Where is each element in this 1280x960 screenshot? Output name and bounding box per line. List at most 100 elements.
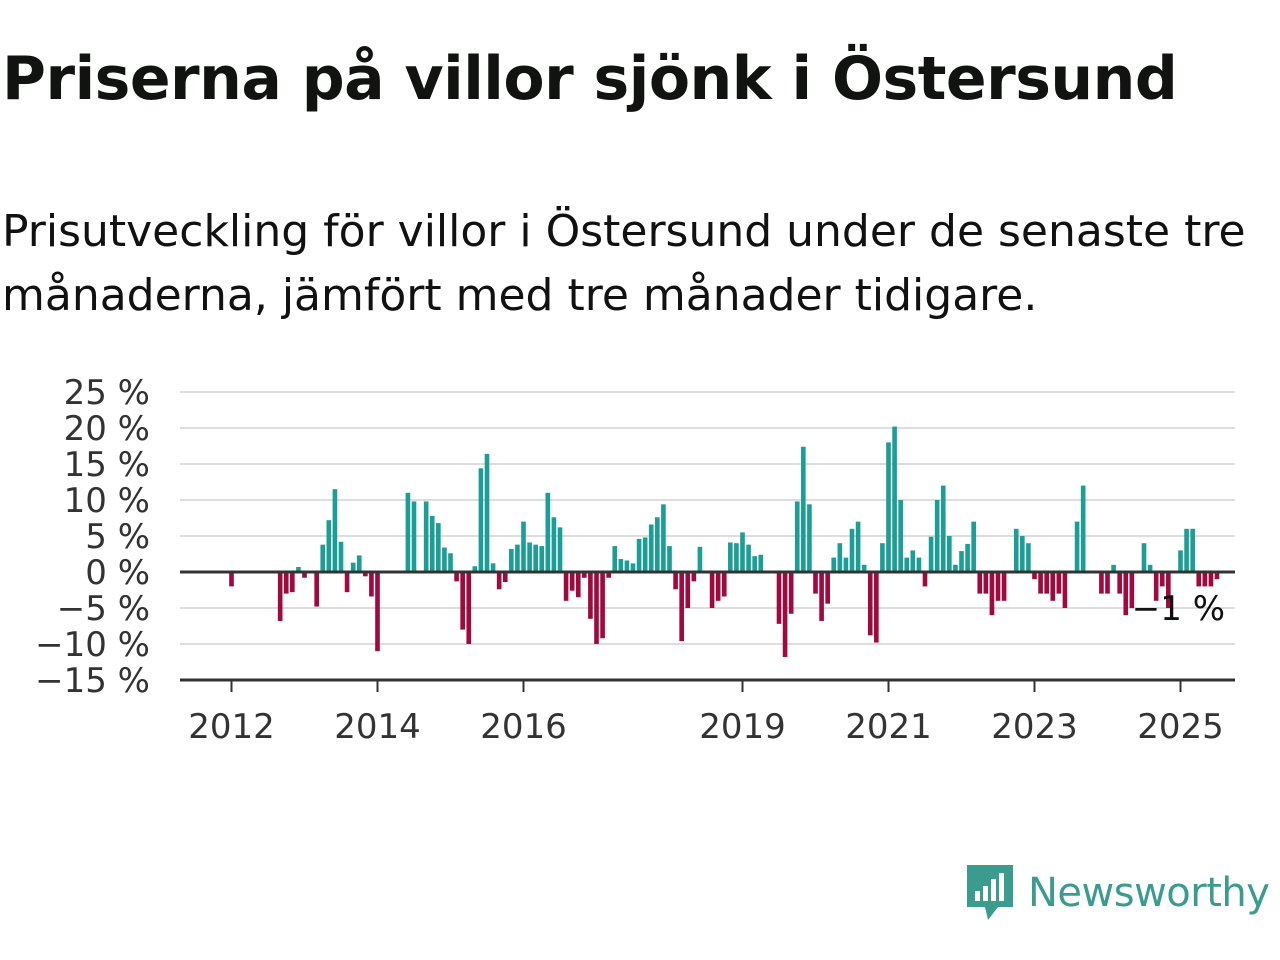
y-tick-label: 0 % bbox=[85, 553, 150, 593]
bar bbox=[423, 501, 429, 572]
bar bbox=[575, 572, 581, 598]
bar bbox=[1147, 564, 1153, 572]
bar bbox=[776, 572, 782, 624]
bar bbox=[667, 546, 672, 572]
bar bbox=[855, 521, 861, 572]
bar bbox=[320, 544, 326, 572]
x-tick-label: 2019 bbox=[699, 707, 786, 747]
bar bbox=[448, 553, 453, 572]
bar bbox=[509, 548, 514, 572]
bar bbox=[953, 564, 958, 572]
bar bbox=[1178, 550, 1183, 572]
bar bbox=[782, 572, 788, 657]
bar bbox=[1032, 572, 1037, 580]
bar bbox=[302, 572, 307, 578]
bar bbox=[460, 572, 465, 630]
bar bbox=[794, 501, 800, 572]
bar bbox=[734, 543, 739, 572]
bar bbox=[691, 572, 697, 582]
bar bbox=[454, 572, 459, 582]
bar bbox=[1129, 572, 1135, 608]
bar bbox=[545, 492, 551, 572]
bar bbox=[1159, 572, 1165, 587]
bar bbox=[296, 566, 301, 572]
bar bbox=[721, 572, 727, 597]
x-tick-label: 2023 bbox=[991, 707, 1078, 747]
x-tick-label: 2016 bbox=[480, 707, 567, 747]
bar bbox=[959, 551, 964, 572]
bar bbox=[1111, 564, 1116, 572]
bar bbox=[356, 555, 362, 572]
y-tick-label: 5 % bbox=[85, 517, 150, 557]
bar bbox=[539, 546, 545, 572]
bar bbox=[922, 572, 928, 587]
y-tick-label: −5 % bbox=[57, 589, 150, 629]
bar bbox=[442, 547, 447, 572]
bar bbox=[904, 557, 910, 572]
bar bbox=[746, 544, 751, 572]
bar bbox=[1038, 572, 1043, 594]
bar bbox=[679, 572, 684, 642]
grid-lines bbox=[180, 391, 1235, 645]
bar bbox=[928, 536, 934, 572]
bar bbox=[490, 563, 496, 572]
bar bbox=[837, 543, 843, 572]
bar bbox=[801, 446, 806, 572]
bar bbox=[965, 543, 970, 572]
x-tick-label: 2012 bbox=[188, 707, 275, 747]
bar bbox=[466, 572, 472, 644]
bar bbox=[1214, 572, 1220, 580]
bar bbox=[229, 572, 234, 587]
bar bbox=[594, 572, 599, 644]
bar bbox=[673, 572, 678, 590]
bar bbox=[314, 572, 319, 607]
bar bbox=[892, 426, 897, 572]
bar bbox=[600, 572, 605, 639]
bar bbox=[916, 557, 922, 572]
bar bbox=[1001, 572, 1007, 601]
x-tick-label: 2025 bbox=[1137, 707, 1224, 747]
bar-chart: 25 %20 %15 %10 %5 %0 %−5 %−10 %−15 % 2012… bbox=[35, 373, 1235, 747]
bar bbox=[363, 572, 368, 577]
bar bbox=[1062, 572, 1068, 608]
bar bbox=[874, 572, 879, 643]
bar bbox=[429, 515, 435, 572]
bar bbox=[533, 544, 538, 572]
bar bbox=[807, 504, 812, 572]
last-value-label: −1 % bbox=[1132, 589, 1225, 629]
bar bbox=[849, 528, 855, 572]
newsworthy-logo-icon bbox=[967, 865, 1013, 920]
bar bbox=[1153, 572, 1159, 601]
bar bbox=[1099, 572, 1104, 594]
bar bbox=[1013, 528, 1019, 572]
bar bbox=[484, 453, 490, 572]
bar bbox=[642, 537, 648, 572]
bar bbox=[995, 572, 1001, 601]
bar bbox=[1196, 572, 1202, 587]
bar bbox=[715, 572, 721, 601]
bar bbox=[831, 557, 837, 572]
bar bbox=[728, 542, 733, 572]
bar bbox=[1080, 485, 1086, 572]
bar bbox=[898, 500, 903, 572]
bar bbox=[655, 517, 660, 572]
bar bbox=[752, 556, 757, 572]
bar bbox=[411, 501, 417, 572]
bar bbox=[1020, 536, 1025, 572]
bar bbox=[1190, 528, 1195, 572]
bar bbox=[521, 521, 526, 572]
bar bbox=[709, 572, 715, 608]
bar bbox=[478, 468, 484, 572]
bar bbox=[971, 521, 976, 572]
bar bbox=[758, 554, 764, 572]
bar bbox=[582, 572, 587, 578]
bar bbox=[685, 572, 691, 608]
brand-name: Newsworthy bbox=[1028, 870, 1270, 916]
y-tick-label: 10 % bbox=[64, 481, 150, 521]
bar bbox=[940, 485, 946, 572]
y-tick-label: 15 % bbox=[64, 445, 150, 485]
bar bbox=[551, 517, 557, 572]
bar bbox=[1117, 572, 1122, 594]
bar bbox=[1208, 572, 1214, 587]
page-title: Priserna på villor sjönk i Östersund bbox=[2, 44, 1178, 114]
